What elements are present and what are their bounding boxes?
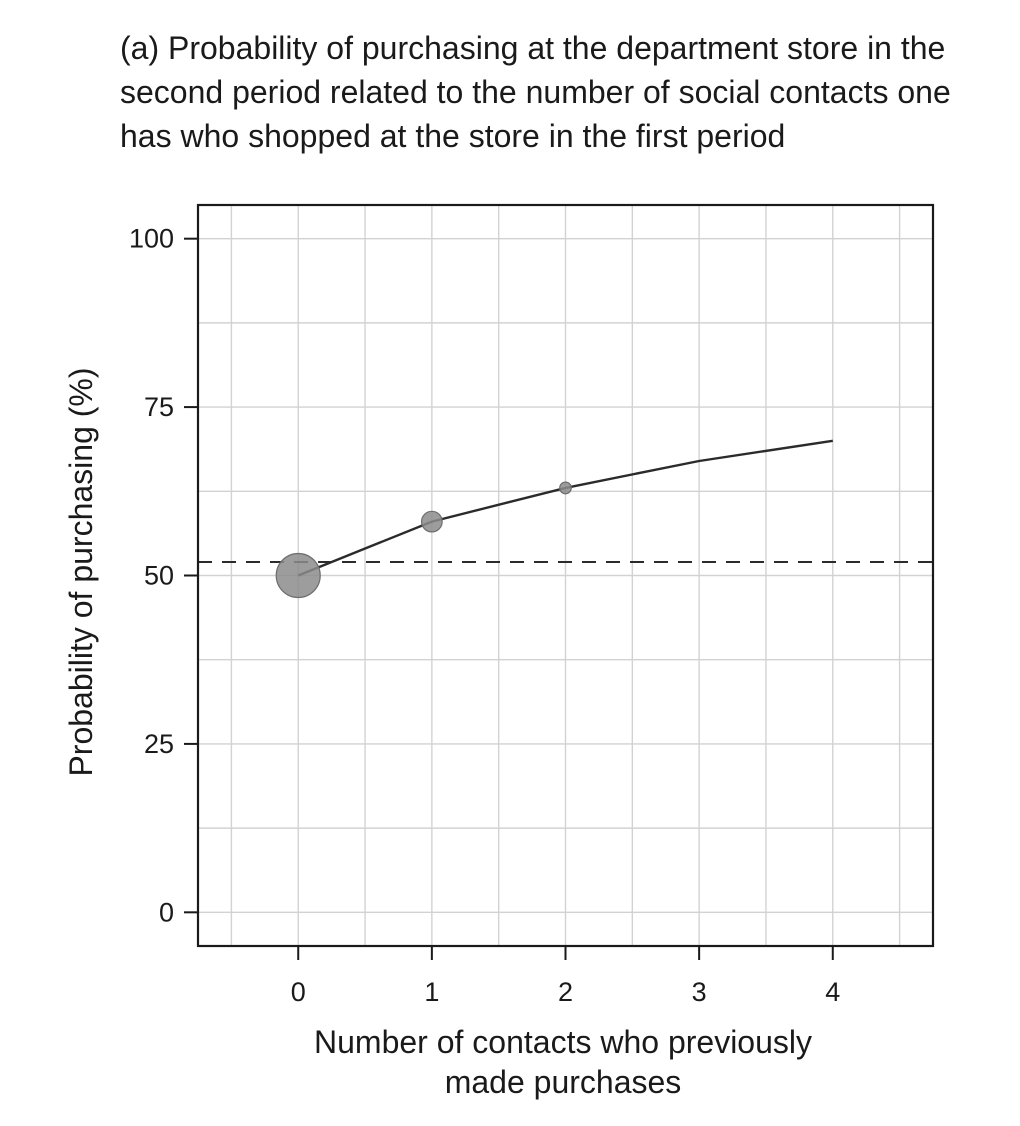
data-points xyxy=(275,481,572,599)
x-tick-label: 1 xyxy=(424,977,439,1007)
y-tick-label: 75 xyxy=(144,392,174,422)
grid-lines xyxy=(198,205,933,946)
y-tick-label: 100 xyxy=(129,224,174,254)
y-tick-label: 0 xyxy=(159,897,174,927)
data-point xyxy=(420,510,443,533)
x-axis-ticks: 0 1 2 3 4 xyxy=(291,946,840,1007)
x-tick-label: 3 xyxy=(692,977,707,1007)
y-axis-label: Probability of purchasing (%) xyxy=(63,367,99,776)
x-tick-label: 2 xyxy=(558,977,573,1007)
x-axis-label-line-1: Number of contacts who previously xyxy=(314,1024,812,1060)
y-axis-ticks: 0 25 50 75 100 xyxy=(129,224,198,927)
x-tick-label: 4 xyxy=(825,977,840,1007)
data-point xyxy=(559,481,572,495)
chart-title: (a) Probability of purchasing at the dep… xyxy=(120,30,951,154)
y-tick-label: 50 xyxy=(144,561,174,591)
data-point xyxy=(275,552,321,599)
x-tick-label: 0 xyxy=(291,977,306,1007)
y-tick-label: 25 xyxy=(144,729,174,759)
x-axis-label-line-2: made purchases xyxy=(445,1064,682,1100)
